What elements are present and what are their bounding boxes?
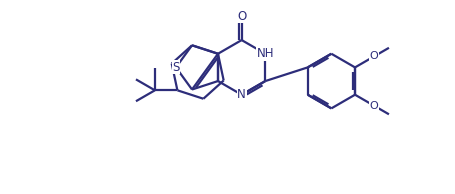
Text: NH: NH	[256, 47, 273, 60]
Text: O: O	[369, 51, 378, 61]
Text: S: S	[172, 61, 179, 74]
Text: N: N	[237, 88, 246, 101]
Text: O: O	[369, 101, 378, 111]
Text: O: O	[237, 10, 246, 23]
